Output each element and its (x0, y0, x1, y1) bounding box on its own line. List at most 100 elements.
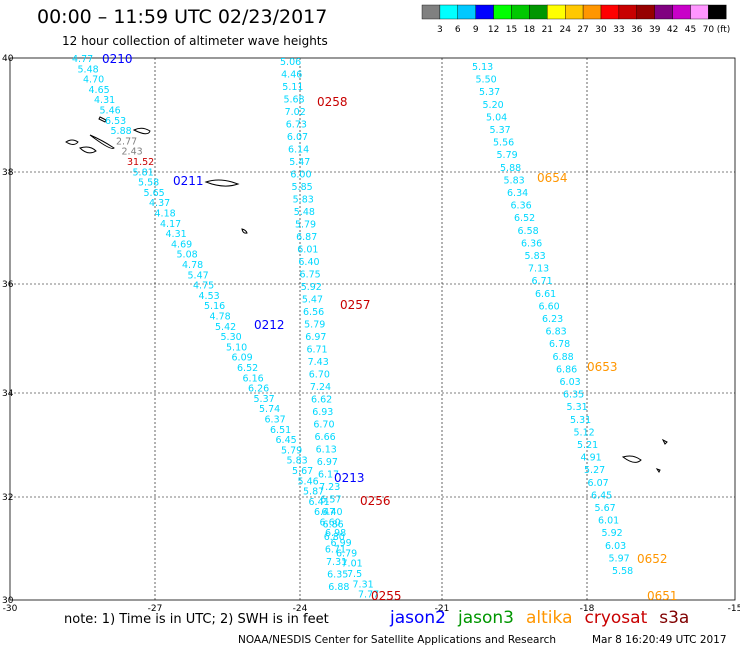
satellite-legend: jason2 jason3 altika cryosat s3a (390, 608, 701, 628)
wave-height-value: 6.07 (287, 132, 308, 143)
island-outline (89, 134, 115, 149)
wave-height-value: 6.13 (316, 445, 337, 456)
wave-height-value: 5.04 (486, 112, 507, 123)
wave-height-value: 6.03 (605, 541, 626, 552)
wave-height-value: 5.37 (490, 125, 511, 136)
wave-height-value: 6.03 (560, 377, 581, 388)
pass-id-label: 0211 (173, 174, 204, 188)
wave-height-value: 6.83 (546, 327, 567, 338)
satellite-legend-cryosat: cryosat (584, 608, 648, 628)
footnote: note: 1) Time is in UTC; 2) SWH is in fe… (64, 612, 329, 627)
wave-height-value: 2.43 (122, 147, 143, 158)
pass-id-label: 0653 (587, 360, 618, 374)
island-outline (655, 468, 661, 473)
wave-height-value: 6.45 (276, 435, 297, 446)
wave-height-value: 5.83 (287, 456, 308, 467)
wave-height-value: 5.13 (472, 62, 493, 73)
latitude-label: 34 (2, 389, 14, 399)
legend-tick-label: 70 (703, 25, 715, 35)
wave-height-value: 6.97 (305, 332, 326, 343)
island-outline (204, 179, 240, 187)
longitude-label: -30 (3, 604, 18, 614)
generated-timestamp: Mar 8 16:20:49 UTC 2017 (592, 634, 727, 646)
legend-tick-label: 15 (506, 25, 517, 35)
wave-height-value: 6.56 (303, 307, 324, 318)
wave-height-value: 6.35 (327, 570, 348, 581)
wave-height-value: 4.37 (149, 198, 170, 209)
wave-height-value: 5.92 (602, 528, 623, 539)
wave-height-value: 7.24 (310, 382, 331, 393)
island-outline (132, 127, 151, 135)
wave-height-value: 4.77 (72, 54, 93, 65)
longitude-label: -24 (293, 604, 308, 614)
wave-height-value: 6.93 (312, 407, 333, 418)
wave-height-value: 6.47 (314, 507, 335, 518)
wave-height-value: 4.53 (199, 291, 220, 302)
island-outline (98, 116, 107, 123)
wave-height-value: 31.52 (127, 157, 154, 168)
wave-height-value: 6.73 (286, 120, 307, 131)
wave-height-value: 6.61 (535, 289, 556, 300)
wave-height-value: 5.81 (133, 167, 154, 178)
wave-height-value: 5.37 (479, 87, 500, 98)
wave-height-value: 5.58 (612, 566, 633, 577)
wave-height-value: 4.65 (89, 85, 110, 96)
wave-height-value: 6.87 (296, 232, 317, 243)
wave-height-value: 6.26 (248, 384, 269, 395)
wave-height-value: 6.14 (288, 145, 309, 156)
legend-tick-label: 45 (685, 25, 696, 35)
wave-height-value: 5.67 (292, 466, 313, 477)
legend-tick-label: 12 (488, 25, 499, 35)
island-outline (621, 455, 642, 463)
wave-height-value: 5.30 (221, 332, 242, 343)
wave-height-value: 6.98 (325, 528, 346, 539)
wave-height-value: 2.77 (116, 136, 137, 147)
wave-height-value: 6.70 (309, 370, 330, 381)
wave-height-value: 6.52 (514, 213, 535, 224)
wave-height-value: 6.41 (309, 497, 330, 508)
wave-height-value: 5.08 (177, 250, 198, 261)
wave-height-value: 5.92 (301, 282, 322, 293)
wave-height-value: 5.10 (226, 342, 247, 353)
wave-height-value: 5.58 (138, 178, 159, 189)
wave-height-value: 6.71 (306, 345, 327, 356)
wave-height-value: 4.78 (182, 260, 203, 271)
wave-height-value: 4.75 (193, 281, 214, 292)
legend-tick-label: 42 (667, 25, 678, 35)
latitude-label: 30 (2, 596, 14, 606)
wave-height-value: 5.88 (500, 163, 521, 174)
wave-height-value: 5.16 (204, 301, 225, 312)
wave-height-value: 5.37 (254, 394, 275, 405)
wave-height-value: 5.83 (504, 175, 525, 186)
wave-height-value: 7.13 (528, 264, 549, 275)
wave-height-value: 7.23 (319, 482, 340, 493)
wave-height-value: 6.88 (328, 582, 349, 593)
wave-height-value: 5.85 (292, 182, 313, 193)
wave-height-value: 6.40 (321, 507, 342, 518)
wave-height-value: 6.17 (318, 470, 339, 481)
legend-tick-label: 6 (455, 25, 461, 35)
satellite-legend-jason3: jason3 (458, 608, 514, 628)
map-frame (9, 57, 736, 601)
wave-height-value: 6.80 (324, 532, 345, 543)
pass-id-label: 0255 (371, 589, 402, 603)
wave-height-value: 7.31 (326, 557, 347, 568)
wave-height-value: 6.66 (315, 432, 336, 443)
wave-height-value: 6.53 (105, 116, 126, 127)
map-title: 00:00 – 11:59 UTC 02/23/2017 (37, 6, 328, 28)
legend-tick-label: 27 (577, 25, 588, 35)
wave-height-value: 5.06 (280, 57, 301, 68)
wave-height-value: 6.99 (331, 538, 352, 549)
wave-height-value: 5.20 (483, 100, 504, 111)
wave-height-value: 5.42 (215, 322, 236, 333)
wave-height-value: 4.46 (281, 70, 302, 81)
pass-id-label: 0258 (317, 95, 348, 109)
wave-height-value: 4.17 (160, 219, 181, 230)
wave-height-value: 5.31 (567, 402, 588, 413)
longitude-label: -18 (580, 604, 595, 614)
land-outlines (65, 116, 668, 473)
wave-height-value: 4.78 (210, 312, 231, 323)
legend-tick-label: 24 (559, 25, 571, 35)
island-outline (65, 139, 79, 145)
wave-height-value: 5.48 (78, 64, 99, 75)
